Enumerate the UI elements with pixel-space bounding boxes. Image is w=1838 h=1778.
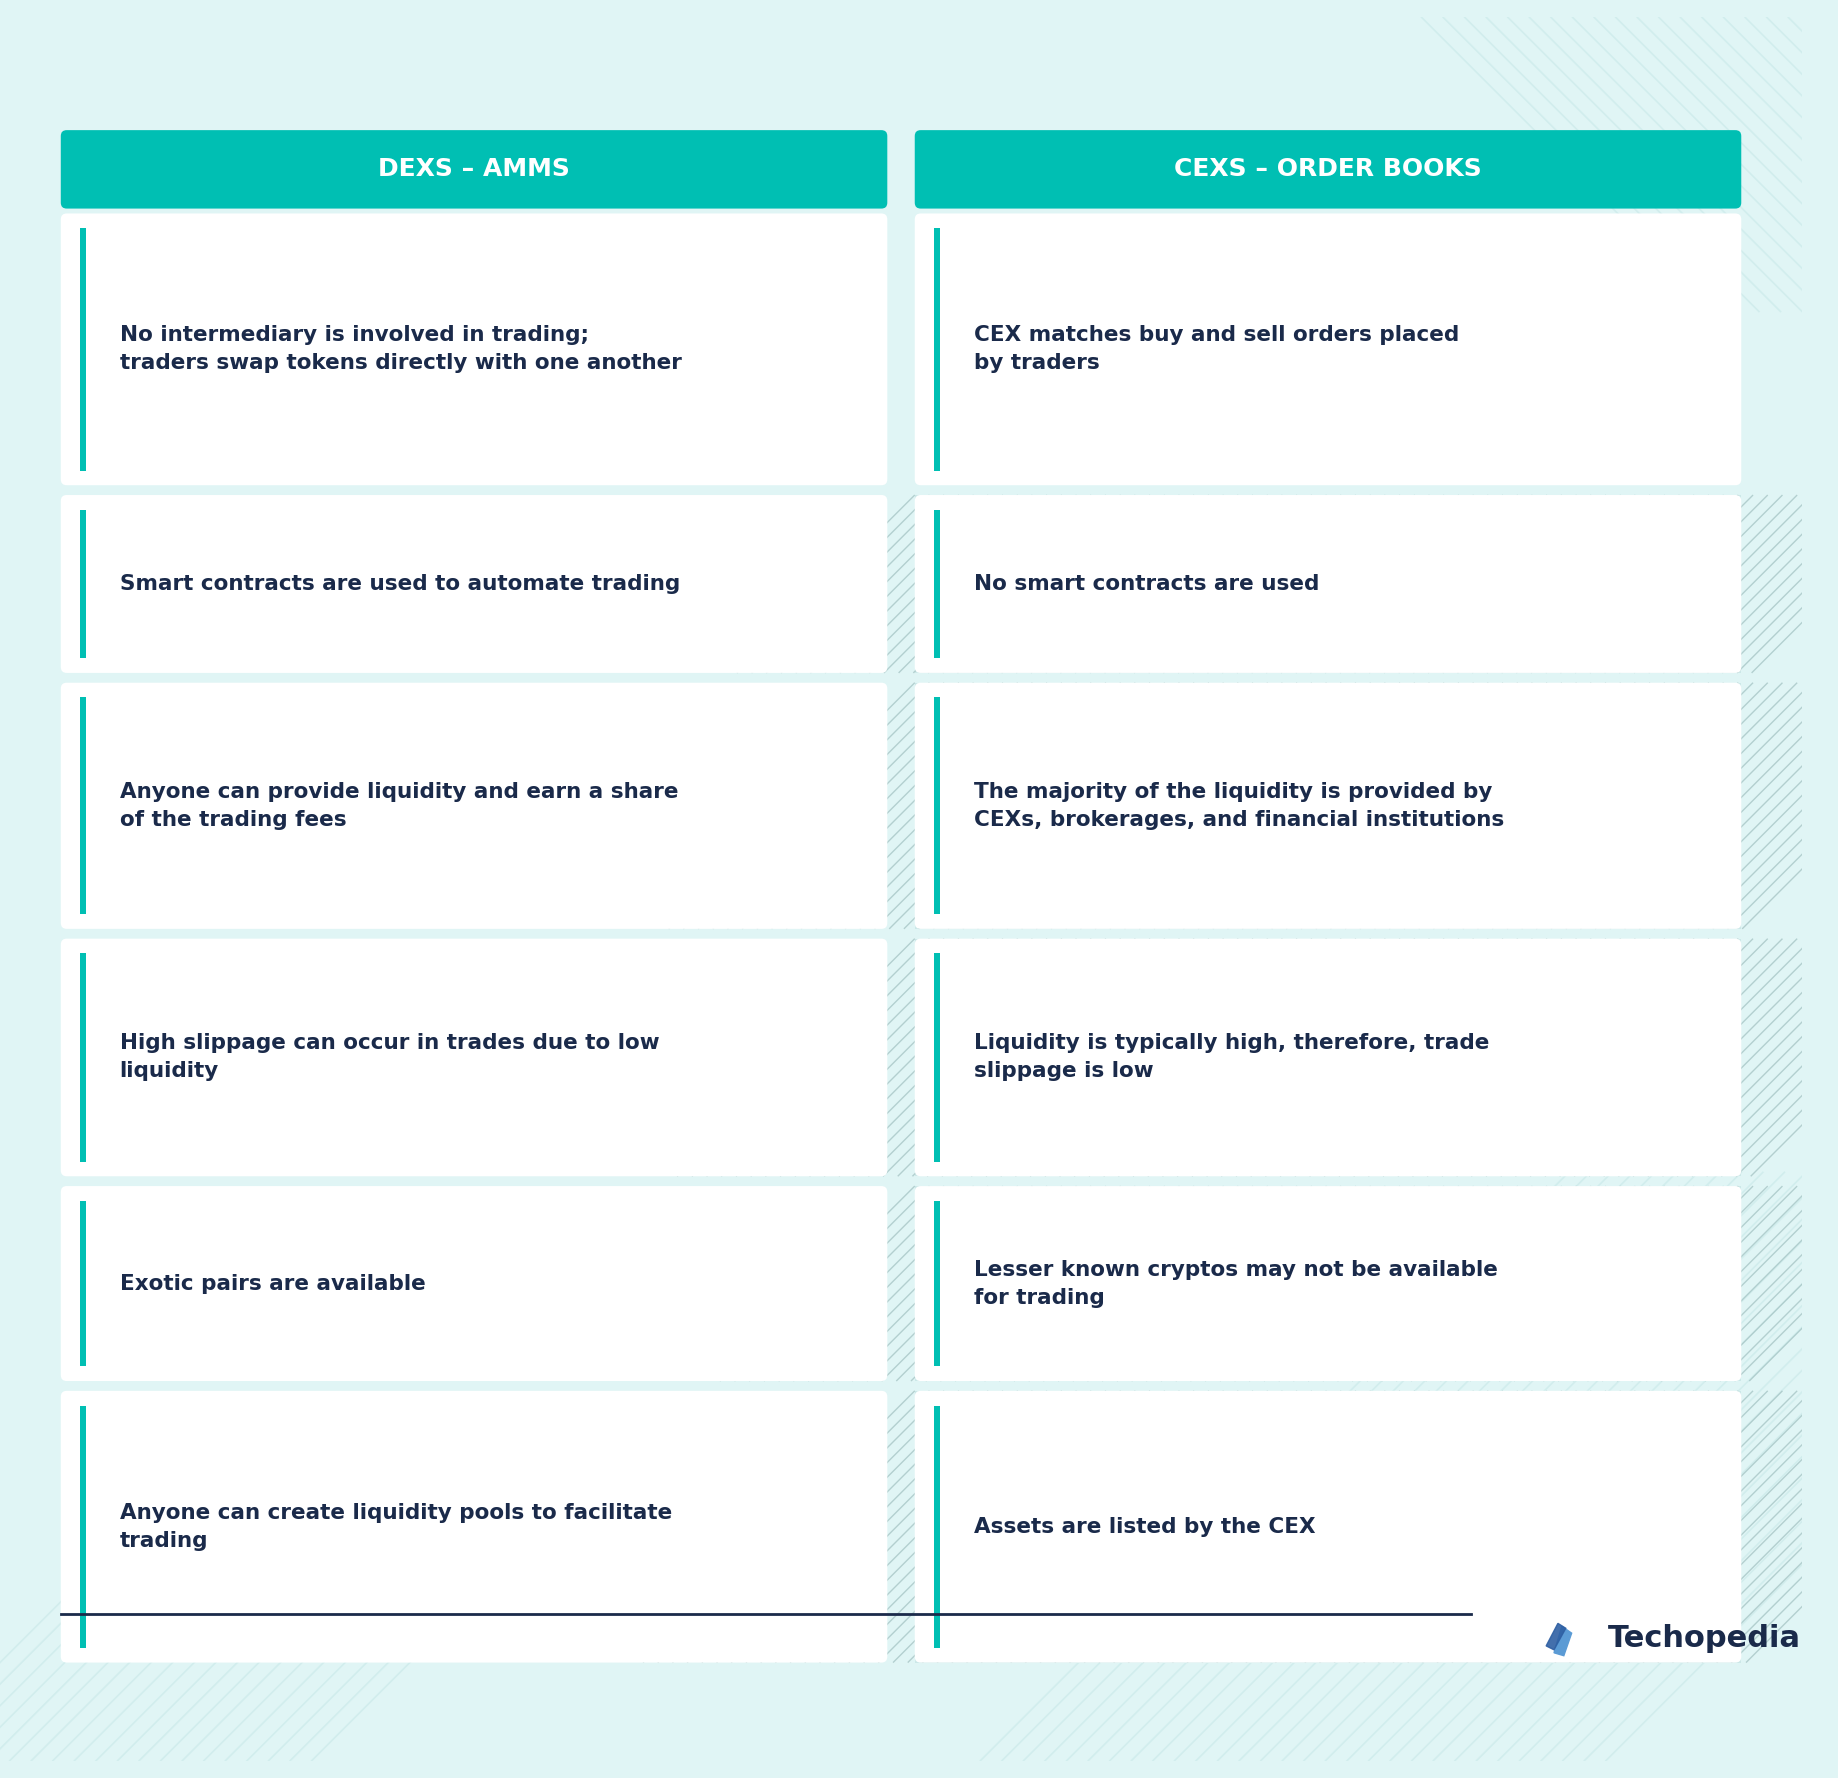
Bar [934,228,941,471]
Text: Anyone can provide liquidity and earn a share
of the trading fees: Anyone can provide liquidity and earn a … [119,782,678,830]
Text: High slippage can occur in trades due to low
liquidity: High slippage can occur in trades due to… [119,1033,660,1081]
Text: Smart contracts are used to automate trading: Smart contracts are used to automate tra… [119,574,680,594]
Bar [81,697,86,914]
FancyBboxPatch shape [915,939,1741,1177]
Text: Techopedia: Techopedia [1608,1623,1801,1652]
Text: The majority of the liquidity is provided by
CEXs, brokerages, and financial ins: The majority of the liquidity is provide… [974,782,1503,830]
Text: Assets are listed by the CEX: Assets are listed by the CEX [974,1517,1316,1536]
FancyBboxPatch shape [915,1390,1741,1662]
FancyBboxPatch shape [915,1186,1741,1382]
Bar [934,510,941,658]
Polygon shape [1553,1627,1571,1655]
FancyBboxPatch shape [915,213,1741,485]
FancyBboxPatch shape [61,1186,888,1382]
Text: CEXS – ORDER BOOKS: CEXS – ORDER BOOKS [1174,158,1481,181]
Text: Exotic pairs are available: Exotic pairs are available [119,1273,425,1294]
Text: No smart contracts are used: No smart contracts are used [974,574,1320,594]
Bar [915,1186,1741,1382]
Bar [934,953,941,1161]
Bar [81,953,86,1161]
Bar [81,510,86,658]
Bar [934,1406,941,1648]
Bar [934,697,941,914]
Text: DEXS – AMMS: DEXS – AMMS [379,158,570,181]
Text: Liquidity is typically high, therefore, trade
slippage is low: Liquidity is typically high, therefore, … [974,1033,1489,1081]
FancyBboxPatch shape [61,130,888,208]
FancyBboxPatch shape [915,130,1741,208]
FancyBboxPatch shape [61,683,888,928]
FancyBboxPatch shape [61,1390,888,1662]
Bar [915,494,1741,672]
Text: CEX matches buy and sell orders placed
by traders: CEX matches buy and sell orders placed b… [974,325,1459,373]
FancyBboxPatch shape [915,683,1741,928]
Text: Anyone can create liquidity pools to facilitate
trading: Anyone can create liquidity pools to fac… [119,1502,673,1550]
Bar [915,683,1741,928]
Bar [81,1406,86,1648]
Bar [81,1200,86,1366]
FancyBboxPatch shape [61,213,888,485]
FancyBboxPatch shape [61,939,888,1177]
FancyBboxPatch shape [61,494,888,672]
Bar [934,1200,941,1366]
Bar [915,1390,1741,1662]
Text: Lesser known cryptos may not be available
for trading: Lesser known cryptos may not be availabl… [974,1259,1498,1307]
Bar [915,939,1741,1177]
Text: No intermediary is involved in trading;
traders swap tokens directly with one an: No intermediary is involved in trading; … [119,325,682,373]
Polygon shape [1546,1623,1566,1650]
FancyBboxPatch shape [915,494,1741,672]
Bar [81,228,86,471]
